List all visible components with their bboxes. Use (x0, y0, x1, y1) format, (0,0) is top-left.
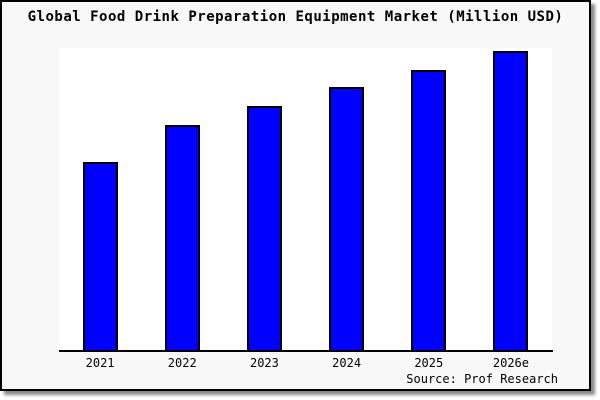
bar-slot (59, 48, 141, 350)
bar-2024 (329, 86, 365, 350)
bar-2023 (246, 105, 282, 350)
source-caption: Source: Prof Research (406, 372, 558, 386)
bar-2022 (164, 125, 200, 350)
x-tick-label-2021: 2021 (85, 356, 115, 370)
x-tick-label-2022: 2022 (167, 356, 197, 370)
bar-slot (470, 48, 552, 350)
x-axis-line (59, 350, 553, 352)
x-tick-label-2023: 2023 (249, 356, 279, 370)
bar-slot (141, 48, 223, 350)
bar-slot (388, 48, 470, 350)
plot-area (59, 48, 552, 350)
bars-container (59, 48, 552, 350)
bar-slot (223, 48, 305, 350)
bar-2026e (493, 51, 529, 350)
bar-2021 (82, 161, 118, 350)
x-axis-labels: 2021 2022 2023 2024 2025 2026e (59, 356, 552, 370)
bar-slot (306, 48, 388, 350)
bar-2025 (411, 69, 447, 350)
x-tick-label-2024: 2024 (332, 356, 362, 370)
chart-figure: Global Food Drink Preparation Equipment … (0, 0, 591, 391)
x-tick-label-2026e: 2026e (492, 356, 529, 370)
chart-title: Global Food Drink Preparation Equipment … (27, 9, 564, 25)
x-tick-label-2025: 2025 (414, 356, 444, 370)
